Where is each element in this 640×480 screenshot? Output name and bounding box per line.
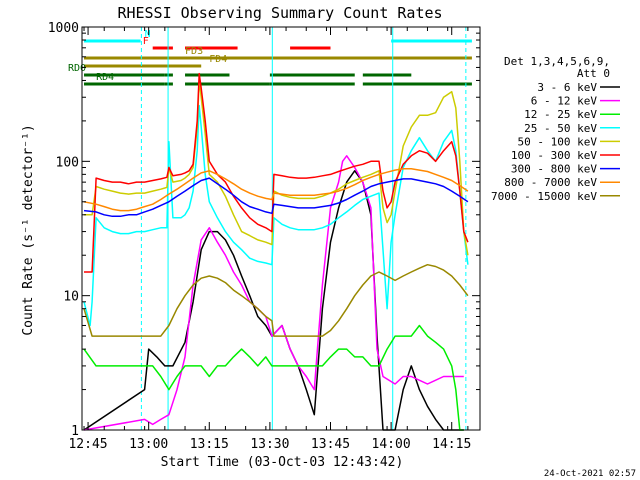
legend-header: Att 0: [577, 67, 610, 80]
state-bars: NF FD3 FD4 RD0 RD4: [68, 29, 472, 86]
series-line: [83, 170, 464, 431]
plot-frame: [81, 26, 481, 431]
y-tick-label: 10: [63, 290, 79, 305]
y-tick-label: 1: [71, 424, 79, 439]
x-tick-label: 14:00: [372, 437, 411, 452]
x-axis-label: Start Time (03-Oct-03 12:43:42): [161, 455, 404, 470]
state-bar-label: FD4: [209, 54, 227, 65]
series-line: [84, 79, 469, 256]
x-tick-label: 13:45: [311, 437, 350, 452]
legend-entry-label: 300 - 800 keV: [511, 163, 597, 176]
x-tick-label: 13:00: [129, 437, 168, 452]
series-line: [84, 72, 469, 273]
x-axis: 12:45 13:00 13:15 13:30 13:45 14:00 14:15: [68, 27, 471, 452]
series-line: [83, 177, 469, 218]
chart-title: RHESSI Observing Summary Count Rates: [117, 4, 442, 22]
legend-entry-label: 800 - 7000 keV: [504, 176, 597, 189]
series-line: [83, 263, 469, 337]
y-tick-label: 1000: [48, 21, 79, 36]
footer-date: 24-Oct-2021 02:57: [544, 469, 636, 479]
x-tick-label: 13:15: [190, 437, 229, 452]
y-axis: 1 10 100 1000: [48, 21, 480, 439]
series-line: [83, 155, 464, 431]
legend-entry-label: 12 - 25 keV: [524, 108, 597, 121]
series-line: [83, 168, 469, 212]
x-tick-label: 14:15: [432, 437, 471, 452]
legend-entry-label: 6 - 12 keV: [531, 95, 598, 108]
x-tick-label: 13:30: [250, 437, 289, 452]
state-bar-label: F: [143, 36, 149, 47]
legend-entry-label: 7000 - 15000 keV: [491, 190, 597, 203]
legend-entry-label: 25 - 50 keV: [524, 122, 597, 135]
y-axis-label: Count Rate (s⁻¹ detector⁻¹): [21, 124, 36, 335]
series-lines: [83, 72, 469, 431]
state-bar-label: FD3: [185, 46, 203, 57]
x-tick-label: 12:45: [68, 437, 107, 452]
y-tick-label: 100: [56, 155, 79, 170]
legend-entry-label: 3 - 6 keV: [537, 81, 597, 94]
vertical-markers: [140, 27, 467, 430]
state-bar-label: N: [145, 29, 151, 40]
series-line: [83, 324, 464, 431]
legend-header: Det 1,3,4,5,6,9,: [504, 55, 610, 68]
state-bar-label: RD0: [68, 63, 86, 74]
state-bar-label: RD4: [96, 72, 114, 83]
legend-entry-label: 100 - 300 keV: [511, 149, 597, 162]
series-line: [83, 104, 469, 327]
legend-entry-label: 50 - 100 keV: [518, 135, 598, 148]
